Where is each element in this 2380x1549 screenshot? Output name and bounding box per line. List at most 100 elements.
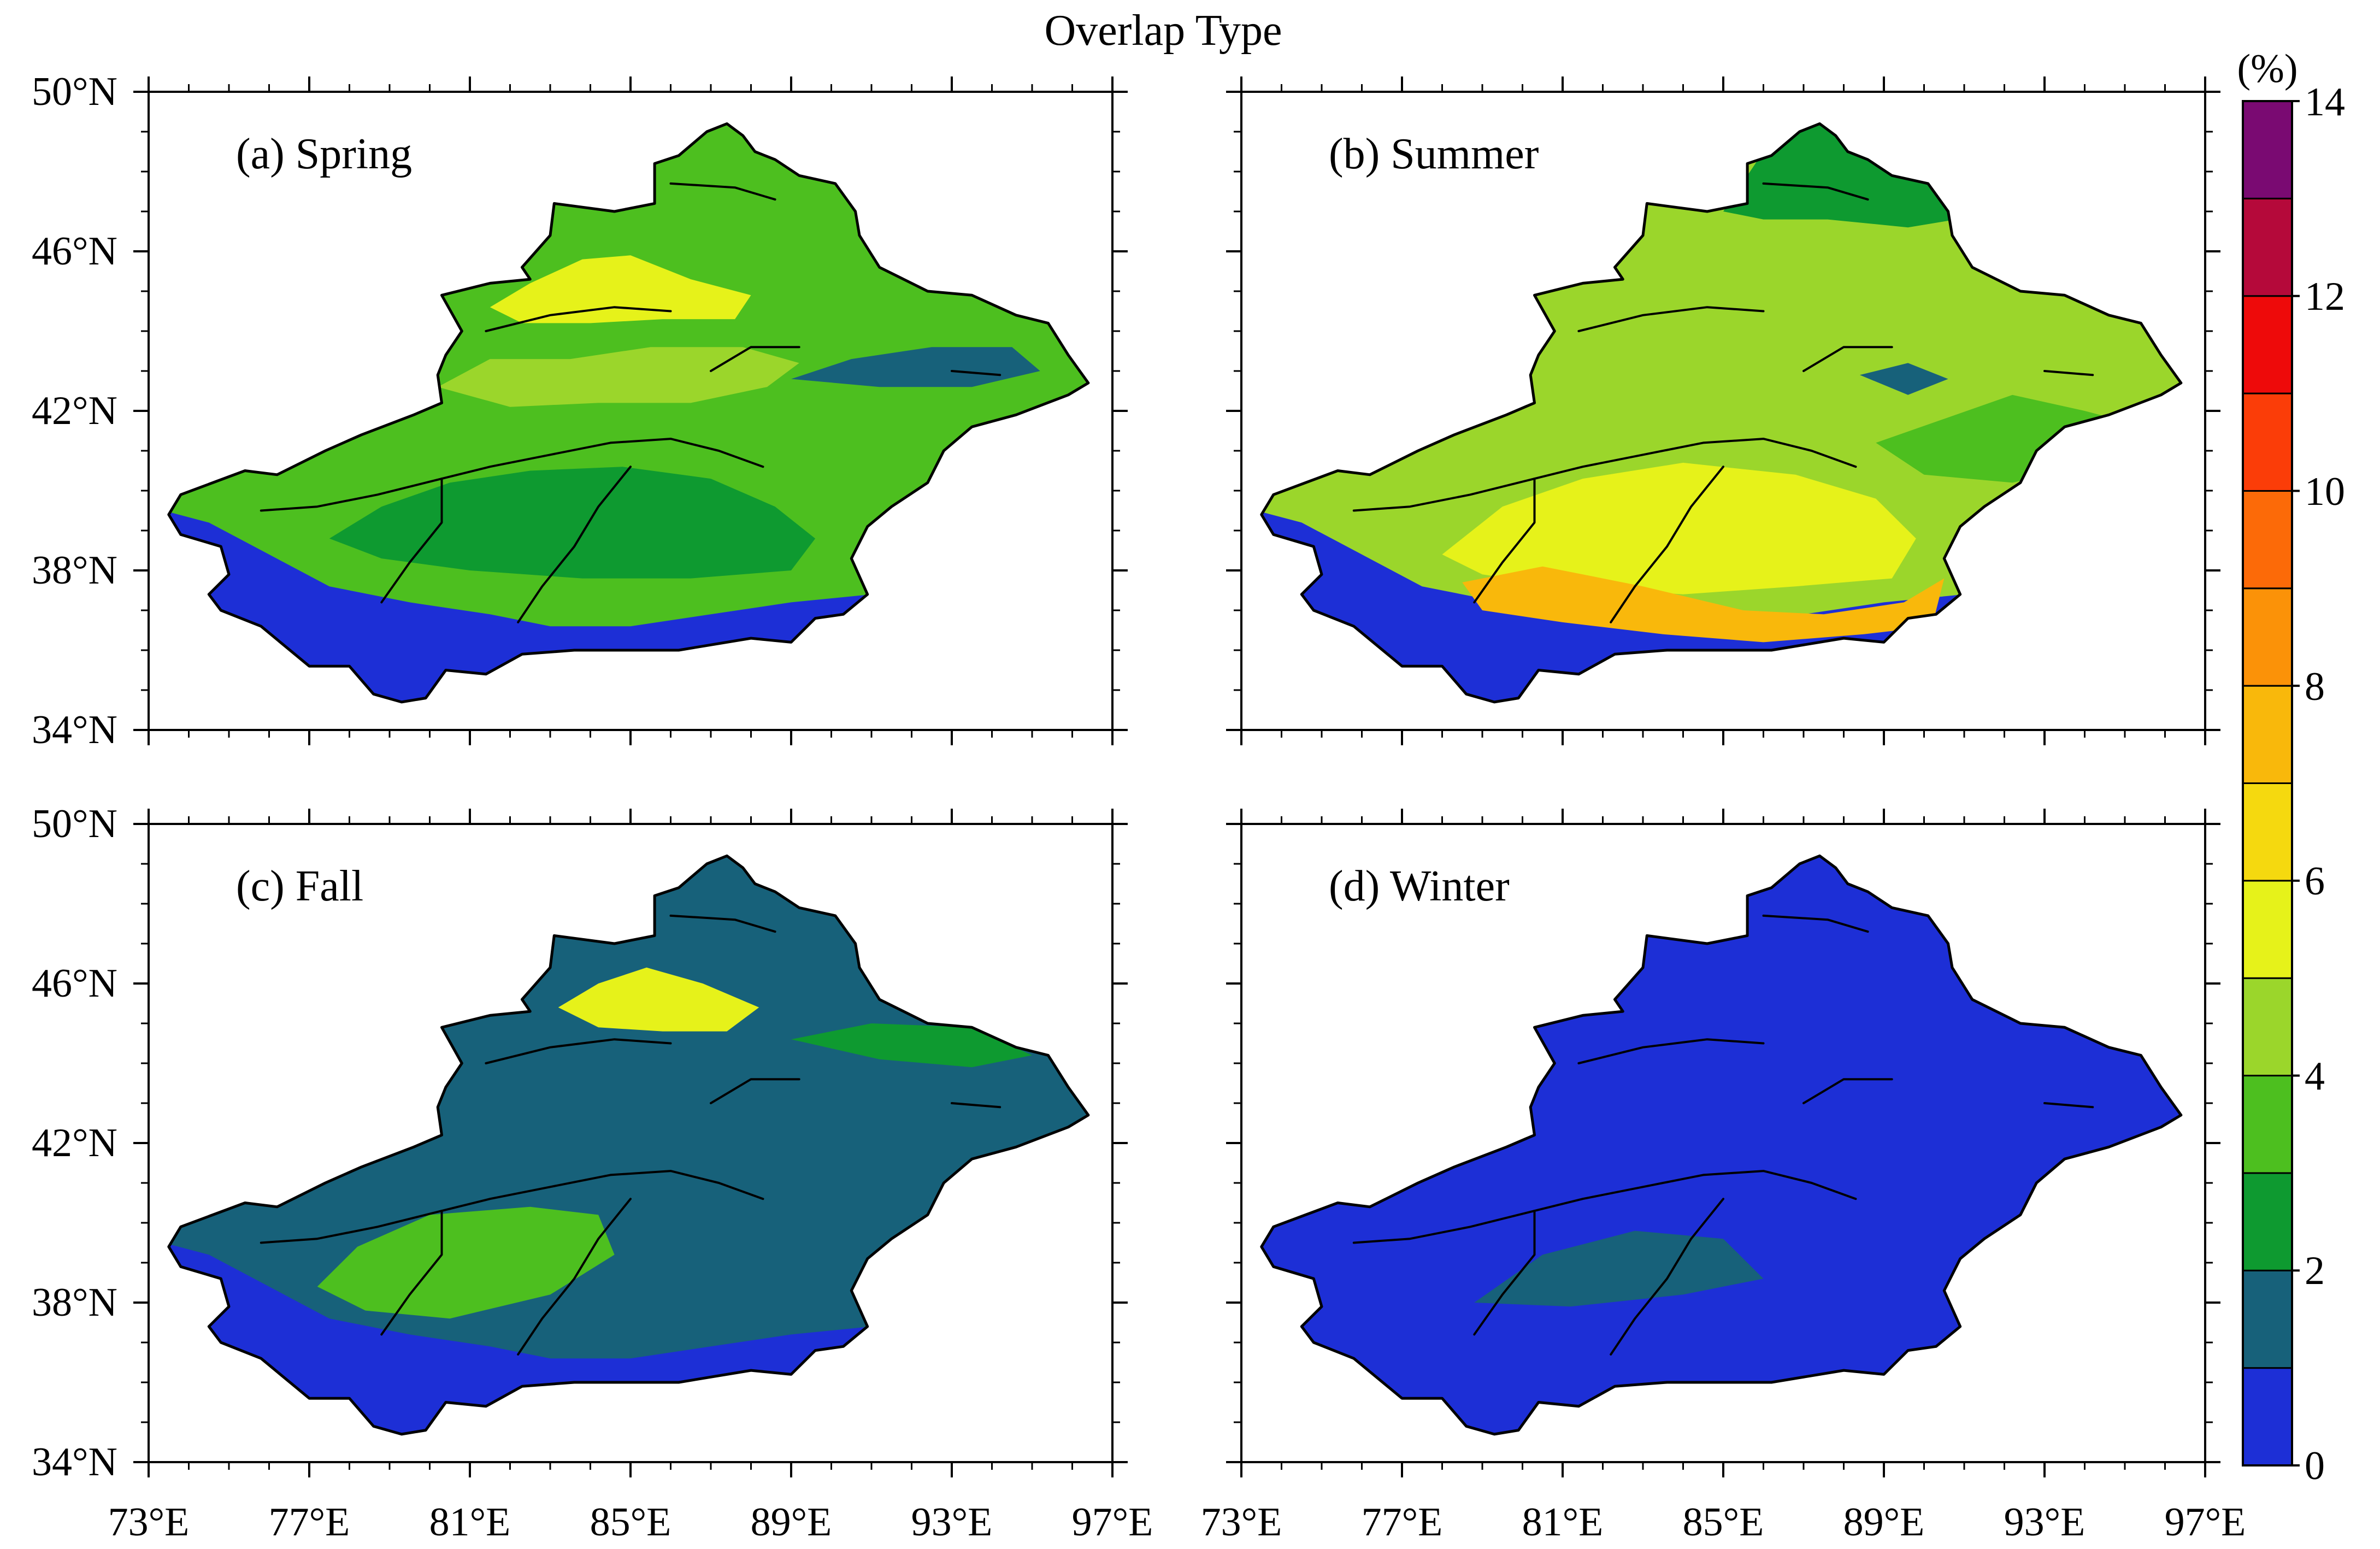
lon-label-89e-right: 89°E (1843, 1500, 1925, 1545)
colorbar-unit: (%) (2237, 46, 2298, 91)
colorbar-box-0-1 (2242, 1367, 2293, 1466)
zone-junggar-north-spring (490, 255, 751, 323)
region-base-winter (1261, 856, 2181, 1434)
panel-title-summer: (b) Summer (1329, 130, 1539, 178)
lon-label-89e-left: 89°E (751, 1500, 832, 1545)
lat-label-46n-bottom: 46°N (32, 961, 117, 1006)
map-fill-spring (168, 123, 1088, 702)
colorbar-tick-label-4: 4 (2305, 1054, 2325, 1099)
colorbar-box-5-6 (2242, 880, 2293, 979)
panel-ticks-summer (1226, 76, 2220, 745)
colorbar-tick-label-8: 8 (2305, 664, 2325, 709)
lat-label-34n-top: 34°N (32, 708, 117, 752)
zone-east-belt-fall (791, 1023, 1032, 1068)
colorbar-tick-label-0: 0 (2305, 1444, 2325, 1488)
river-fall-5 (517, 1198, 632, 1356)
lon-label-81e-right: 81°E (1522, 1500, 1604, 1545)
lon-label-85e-left: 85°E (590, 1500, 671, 1545)
river-fall-7 (951, 1102, 1002, 1109)
colorbar-box-1-2 (2242, 1269, 2293, 1369)
river-winter-1 (1352, 1210, 1536, 1244)
lat-label-42n-bottom: 42°N (32, 1121, 117, 1165)
colorbar-box-12-13 (2242, 197, 2293, 297)
river-spring-7 (951, 370, 1002, 376)
river-summer-4 (1762, 182, 1869, 201)
region-outline-winter (1260, 854, 2183, 1436)
colorbar-frame (2242, 100, 2293, 1466)
panel-ticks-fall (133, 809, 1128, 1477)
figure-title: Overlap Type (1045, 7, 1282, 55)
colorbar-ticks (2292, 100, 2300, 1466)
colorbar-box-11-12 (2242, 295, 2293, 394)
river-winter-3 (1577, 1038, 1765, 1064)
river-summer-5 (1610, 466, 1724, 623)
panel-title-spring: (a) Spring (236, 130, 412, 178)
lon-label-81e-left: 81°E (429, 1500, 511, 1545)
river-winter-0 (1533, 1170, 1857, 1212)
colorbar-box-6-7 (2242, 782, 2293, 882)
colorbar-box-4-5 (2242, 977, 2293, 1077)
colorbar-box-2-3 (2242, 1172, 2293, 1271)
lon-label-85e-right: 85°E (1683, 1500, 1764, 1545)
zone-altai-summer (1723, 123, 1957, 228)
map-fill-winter (1261, 856, 2181, 1434)
colorbar: (%) 0 2 4 6 8 10 12 14 (2237, 46, 2345, 1488)
lat-label-38n-top: 38°N (32, 548, 117, 593)
zone-turpan-summer (1859, 363, 1948, 395)
zone-tarim-west-fall (317, 1206, 615, 1319)
colorbar-box-3-4 (2242, 1075, 2293, 1174)
map-fill-summer (1261, 123, 2181, 702)
zone-junggar-fall (558, 967, 759, 1032)
river-summer-3 (1577, 306, 1765, 332)
zone-basin-patches-winter (1474, 1230, 1764, 1307)
river-winter-5 (1610, 1198, 1724, 1356)
river-spring-0 (440, 438, 764, 480)
river-summer-1 (1352, 478, 1536, 512)
region-outline-fall (167, 854, 1090, 1436)
region-outline-summer (1260, 122, 2183, 704)
lon-label-93e-right: 93°E (2004, 1500, 2086, 1545)
river-summer-6 (1802, 346, 1893, 372)
colorbar-tick-label-12: 12 (2305, 274, 2345, 319)
colorbar-box-9-10 (2242, 490, 2293, 590)
lat-label-38n-bottom: 38°N (32, 1280, 117, 1325)
river-fall-0 (440, 1170, 764, 1212)
panel-summer: (b) Summer (1226, 76, 2220, 745)
panels: (a) Spring (b) Summer (c) Fall (d) Winter (133, 76, 2220, 1477)
river-winter-7 (2043, 1102, 2094, 1109)
lon-label-97e-left: 97°E (1072, 1500, 1153, 1545)
river-spring-3 (485, 306, 672, 332)
lon-label-93e-left: 93°E (911, 1500, 993, 1545)
panel-winter: (d) Winter (1226, 809, 2220, 1477)
river-fall-3 (485, 1038, 672, 1064)
river-fall-6 (710, 1078, 800, 1104)
river-winter-6 (1802, 1078, 1893, 1104)
river-summer-2 (1473, 478, 1536, 604)
panel-fall: (c) Fall (133, 809, 1128, 1477)
colorbar-box-13-14 (2242, 100, 2293, 199)
colorbar-tick-label-2: 2 (2305, 1248, 2325, 1293)
river-winter-2 (1473, 1210, 1536, 1336)
river-summer-0 (1533, 438, 1857, 480)
latitude-tick-labels: 50°N 46°N 42°N 38°N 34°N 50°N 46°N 42°N … (32, 69, 117, 1485)
lat-label-50n-bottom: 50°N (32, 802, 117, 846)
lat-label-50n-top: 50°N (32, 69, 117, 114)
colorbar-box-10-11 (2242, 392, 2293, 492)
colorbar-box-8-9 (2242, 587, 2293, 687)
lon-label-73e-left: 73°E (108, 1500, 190, 1545)
colorbar-tick-label-10: 10 (2305, 469, 2345, 514)
river-spring-2 (380, 478, 443, 604)
zone-tarim-basin-spring (329, 467, 816, 579)
lon-label-77e-right: 77°E (1362, 1500, 1443, 1545)
panel-title-fall: (c) Fall (236, 862, 363, 910)
map-fill-fall (168, 856, 1088, 1434)
panel-ticks-spring (133, 76, 1128, 745)
river-summer-7 (2043, 370, 2094, 376)
lon-label-97e-right: 97°E (2165, 1500, 2246, 1545)
colorbar-box-7-8 (2242, 685, 2293, 784)
river-fall-1 (260, 1210, 443, 1244)
colorbar-boxes (2242, 100, 2293, 1466)
lat-label-34n-bottom: 34°N (32, 1440, 117, 1485)
longitude-tick-labels: 73°E 77°E 81°E 85°E 89°E 93°E 97°E 73°E … (108, 1500, 2246, 1545)
